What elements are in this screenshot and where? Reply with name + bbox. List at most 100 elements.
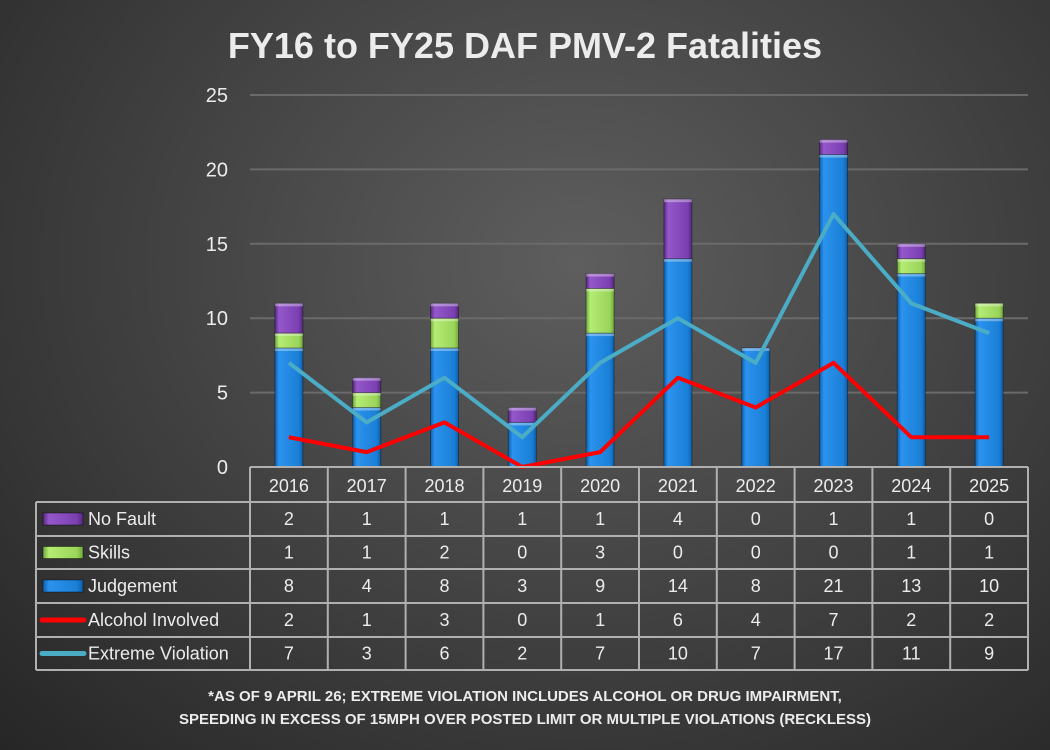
legend-label: Alcohol Involved	[88, 610, 219, 630]
data-label: 1	[362, 509, 372, 529]
legend-swatch-no-fault	[42, 512, 84, 526]
data-label: 1	[362, 543, 372, 563]
bar-highlight	[352, 377, 381, 381]
data-label: 1	[362, 610, 372, 630]
data-label: 14	[668, 576, 688, 596]
y-tick-label: 0	[217, 457, 228, 479]
data-label: 4	[362, 576, 372, 596]
legend-label: No Fault	[88, 509, 156, 529]
bar-no-fault-2023	[819, 139, 848, 156]
data-label: 2	[284, 610, 294, 630]
bar-highlight	[508, 407, 537, 411]
x-tick-label: 2018	[424, 476, 464, 496]
legend-label: Judgement	[88, 576, 177, 596]
bar-skills-2020	[585, 287, 615, 334]
bar-judgement-2020	[585, 332, 615, 468]
bar-highlight	[508, 422, 537, 426]
bar-highlight	[741, 347, 770, 351]
data-label: 8	[439, 576, 449, 596]
bar-judgement-2025	[974, 317, 1004, 468]
y-tick-label: 20	[206, 159, 228, 181]
bar-highlight	[352, 392, 381, 396]
chart-title: FY16 to FY25 DAF PMV-2 Fatalities	[228, 25, 822, 66]
data-label: 1	[595, 610, 605, 630]
data-label: 9	[595, 576, 605, 596]
x-tick-label: 2019	[502, 476, 542, 496]
x-tick-label: 2017	[347, 476, 387, 496]
bar-highlight	[430, 318, 459, 322]
data-label: 1	[284, 543, 294, 563]
bar-highlight	[274, 333, 303, 337]
data-label: 17	[823, 644, 843, 664]
data-label: 3	[595, 543, 605, 563]
bar-no-fault-2021	[663, 198, 693, 260]
bar-highlight	[586, 273, 615, 277]
data-label: 10	[979, 576, 999, 596]
bar-highlight	[819, 139, 848, 143]
bar-highlight	[975, 318, 1004, 322]
data-label: 1	[906, 509, 916, 529]
bar-highlight	[975, 303, 1004, 307]
data-label: 10	[668, 644, 688, 664]
y-tick-label: 15	[206, 234, 228, 256]
bar-highlight	[897, 258, 926, 262]
data-label: 1	[828, 509, 838, 529]
data-label: 0	[517, 610, 527, 630]
data-label: 2	[906, 610, 916, 630]
x-tick-label: 2016	[269, 476, 309, 496]
bar-highlight	[663, 258, 692, 262]
line-alcohol-involved	[288, 360, 990, 469]
bar-judgement-2021	[663, 258, 693, 468]
data-label: 0	[751, 543, 761, 563]
bar-highlight	[430, 303, 459, 307]
bar-highlight	[897, 273, 926, 277]
data-label: 1	[439, 509, 449, 529]
x-tick-label: 2020	[580, 476, 620, 496]
bar-no-fault-2020	[585, 273, 615, 289]
data-label: 0	[673, 543, 683, 563]
data-label: 1	[906, 543, 916, 563]
data-label: 2	[439, 543, 449, 563]
data-label: 0	[984, 509, 994, 529]
x-tick-label: 2022	[736, 476, 776, 496]
data-label: 6	[673, 610, 683, 630]
data-label: 1	[517, 509, 527, 529]
data-label: 4	[673, 509, 683, 529]
bar-skills-2018	[430, 317, 459, 349]
bar-judgement-2023	[819, 154, 848, 468]
bar-highlight	[352, 407, 381, 411]
x-tick-label: 2025	[969, 476, 1009, 496]
x-tick-label: 2024	[891, 476, 931, 496]
bar-no-fault-2017	[352, 377, 382, 394]
data-label: 1	[595, 509, 605, 529]
legend-label: Extreme Violation	[88, 644, 229, 664]
data-label: 13	[901, 576, 921, 596]
bar-highlight	[586, 288, 615, 292]
y-tick-label: 5	[217, 383, 228, 405]
x-tick-label: 2023	[813, 476, 853, 496]
x-tick-label: 2021	[658, 476, 698, 496]
data-label: 8	[284, 576, 294, 596]
data-label: 9	[984, 644, 994, 664]
bar-no-fault-2018	[430, 302, 459, 319]
y-tick-label: 10	[206, 308, 228, 330]
data-label: 7	[828, 610, 838, 630]
footnote-line-1: *AS OF 9 APRIL 26; EXTREME VIOLATION INC…	[208, 688, 842, 705]
bar-judgement-2018	[430, 347, 459, 468]
bar-no-fault-2024	[896, 243, 926, 260]
data-label: 0	[828, 543, 838, 563]
bar-highlight	[586, 333, 615, 337]
legend-swatch-judgement	[42, 579, 84, 593]
bar-skills-2025	[974, 302, 1004, 319]
bar-highlight	[819, 154, 848, 158]
footnote-line-2: SPEEDING IN EXCESS OF 15MPH OVER POSTED …	[179, 711, 871, 728]
data-label: 11	[902, 644, 921, 664]
bar-highlight	[274, 303, 303, 307]
bar-no-fault-2019	[507, 406, 537, 423]
data-label: 7	[751, 644, 761, 664]
bar-judgement-2016	[274, 347, 304, 468]
data-label: 3	[517, 576, 527, 596]
bar-highlight	[430, 347, 459, 351]
bar-highlight	[663, 199, 692, 203]
